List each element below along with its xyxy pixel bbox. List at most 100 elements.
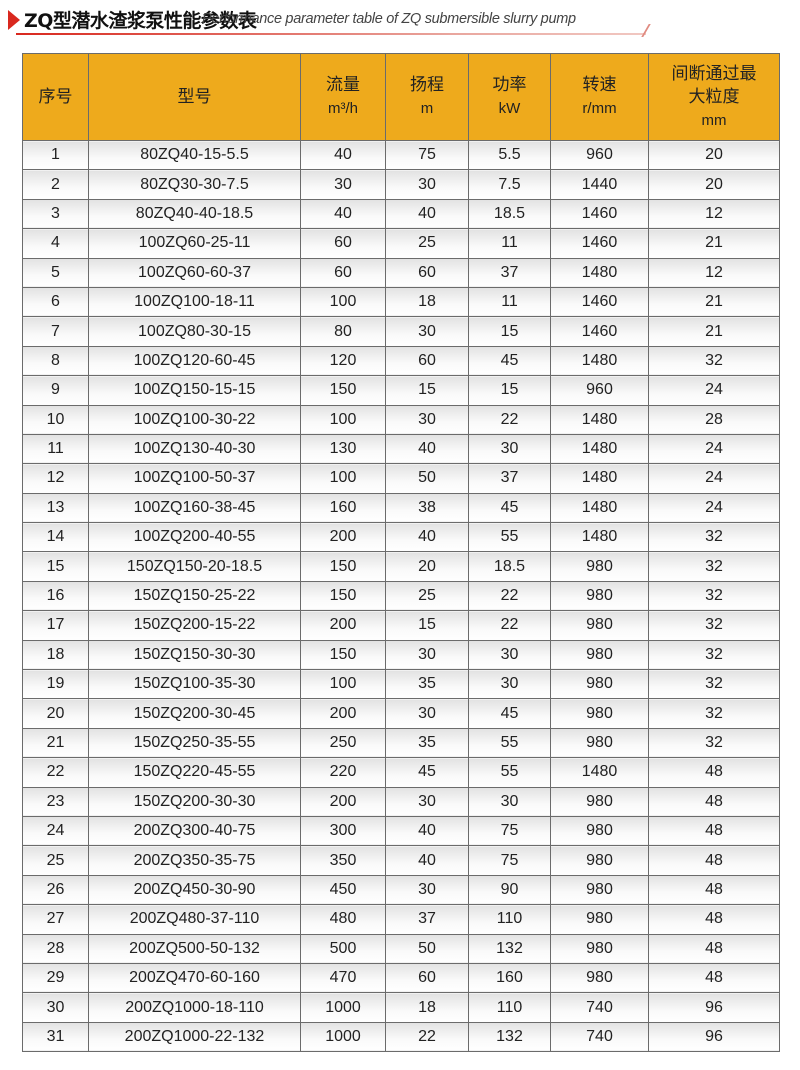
column-header: 扬程 m	[385, 53, 469, 141]
table-cell: 80	[300, 316, 386, 347]
table-cell: 200ZQ1000-18-110	[88, 992, 301, 1023]
table-cell: 100ZQ60-60-37	[88, 257, 301, 288]
table-cell: 4	[22, 228, 89, 259]
table-cell: 48	[648, 874, 780, 906]
column-unit: r/mm	[582, 100, 617, 117]
table-cell: 48	[648, 845, 780, 876]
table-cell: 150ZQ200-30-45	[88, 698, 301, 729]
table-cell: 1460	[550, 286, 649, 318]
column-label: 扬程	[410, 75, 444, 95]
table-cell: 40	[385, 522, 469, 553]
table-row: 6 100ZQ100-18-11 100 18 11 1460 21	[22, 286, 780, 318]
table-row: 22 150ZQ220-45-55 220 45 55 1480 48	[22, 757, 780, 788]
table-cell: 160	[300, 492, 386, 524]
table-row: 16 150ZQ150-25-22 150 25 22 980 32	[22, 580, 780, 612]
table-cell: 32	[648, 522, 780, 553]
table-cell: 980	[550, 551, 649, 582]
table-cell: 960	[550, 139, 649, 171]
column-header: 间断通过最大粒度 mm	[648, 53, 780, 141]
title-underline	[16, 33, 646, 35]
table-cell: 450	[300, 874, 386, 906]
table-cell: 1480	[550, 345, 649, 377]
table-cell: 96	[648, 992, 780, 1023]
table-cell: 150ZQ150-25-22	[88, 580, 301, 612]
table-row: 13 100ZQ160-38-45 160 38 45 1480 24	[22, 492, 780, 524]
table-cell: 150ZQ100-35-30	[88, 669, 301, 700]
table-cell: 150ZQ200-30-30	[88, 786, 301, 817]
table-cell: 150	[300, 551, 386, 582]
table-cell: 28	[22, 933, 89, 964]
table-cell: 55	[468, 727, 551, 759]
table-cell: 6	[22, 286, 89, 318]
table-cell: 740	[550, 992, 649, 1023]
table-cell: 32	[648, 669, 780, 700]
table-cell: 470	[300, 962, 386, 994]
table-cell: 19	[22, 669, 89, 700]
table-cell: 60	[385, 345, 469, 377]
table-row: 10 100ZQ100-30-22 100 30 22 1480 28	[22, 404, 780, 435]
table-cell: 980	[550, 874, 649, 906]
table-cell: 23	[22, 786, 89, 817]
table-cell: 30	[300, 169, 386, 200]
table-cell: 100ZQ120-60-45	[88, 345, 301, 377]
table-cell: 48	[648, 815, 780, 847]
table-row: 19 150ZQ100-35-30 100 35 30 980 32	[22, 669, 780, 700]
table-row: 21 150ZQ250-35-55 250 35 55 980 32	[22, 727, 780, 759]
table-cell: 30	[468, 669, 551, 700]
table-cell: 48	[648, 933, 780, 964]
column-label: 间断通过最大粒度	[671, 63, 757, 107]
table-cell: 80ZQ40-15-5.5	[88, 139, 301, 171]
column-unit: kW	[498, 100, 521, 117]
table-cell: 200	[300, 698, 386, 729]
table-cell: 50	[385, 933, 469, 964]
column-unit: m³/h	[328, 100, 358, 117]
table-cell: 1440	[550, 169, 649, 200]
table-cell: 24	[648, 492, 780, 524]
table-cell: 18	[385, 286, 469, 318]
table-cell: 100ZQ160-38-45	[88, 492, 301, 524]
table-cell: 960	[550, 375, 649, 406]
table-cell: 35	[385, 727, 469, 759]
table-cell: 55	[468, 757, 551, 788]
table-cell: 21	[648, 228, 780, 259]
table-cell: 24	[648, 463, 780, 494]
table-cell: 980	[550, 904, 649, 935]
table-cell: 40	[385, 845, 469, 876]
table-cell: 120	[300, 345, 386, 377]
table-cell: 150ZQ250-35-55	[88, 727, 301, 759]
table-cell: 150ZQ150-20-18.5	[88, 551, 301, 582]
table-row: 30 200ZQ1000-18-110 1000 18 110 740 96	[22, 992, 780, 1023]
table-cell: 80ZQ40-40-18.5	[88, 198, 301, 230]
column-unit: m	[420, 100, 434, 117]
table-cell: 100	[300, 404, 386, 435]
table-row: 3 80ZQ40-40-18.5 40 40 18.5 1460 12	[22, 198, 780, 230]
table-cell: 980	[550, 815, 649, 847]
table-row: 1 80ZQ40-15-5.5 40 75 5.5 960 20	[22, 139, 780, 171]
table-cell: 1480	[550, 522, 649, 553]
title-cn: ZQ型潜水渣浆泵性能参数表	[24, 10, 257, 32]
table-row: 26 200ZQ450-30-90 450 30 90 980 48	[22, 874, 780, 906]
table-cell: 980	[550, 786, 649, 817]
table-cell: 200ZQ500-50-132	[88, 933, 301, 964]
table-cell: 50	[385, 463, 469, 494]
table-cell: 40	[385, 433, 469, 465]
column-header: 流量 m³/h	[300, 53, 386, 141]
table-cell: 100ZQ150-15-15	[88, 375, 301, 406]
table-cell: 32	[648, 639, 780, 671]
table-cell: 1000	[300, 1021, 386, 1053]
table-row: 7 100ZQ80-30-15 80 30 15 1460 21	[22, 316, 780, 347]
table-cell: 200ZQ480-37-110	[88, 904, 301, 935]
table-cell: 740	[550, 1021, 649, 1053]
table-cell: 17	[22, 610, 89, 641]
table-cell: 22	[385, 1021, 469, 1053]
table-cell: 1460	[550, 228, 649, 259]
table-row: 5 100ZQ60-60-37 60 60 37 1480 12	[22, 257, 780, 288]
table-cell: 350	[300, 845, 386, 876]
table-cell: 132	[468, 1021, 551, 1053]
table-cell: 24	[648, 375, 780, 406]
table-cell: 150ZQ150-30-30	[88, 639, 301, 671]
table-cell: 980	[550, 727, 649, 759]
table-cell: 150ZQ200-15-22	[88, 610, 301, 641]
table-cell: 38	[385, 492, 469, 524]
title-en: Performance parameter table of ZQ submer…	[202, 11, 576, 27]
